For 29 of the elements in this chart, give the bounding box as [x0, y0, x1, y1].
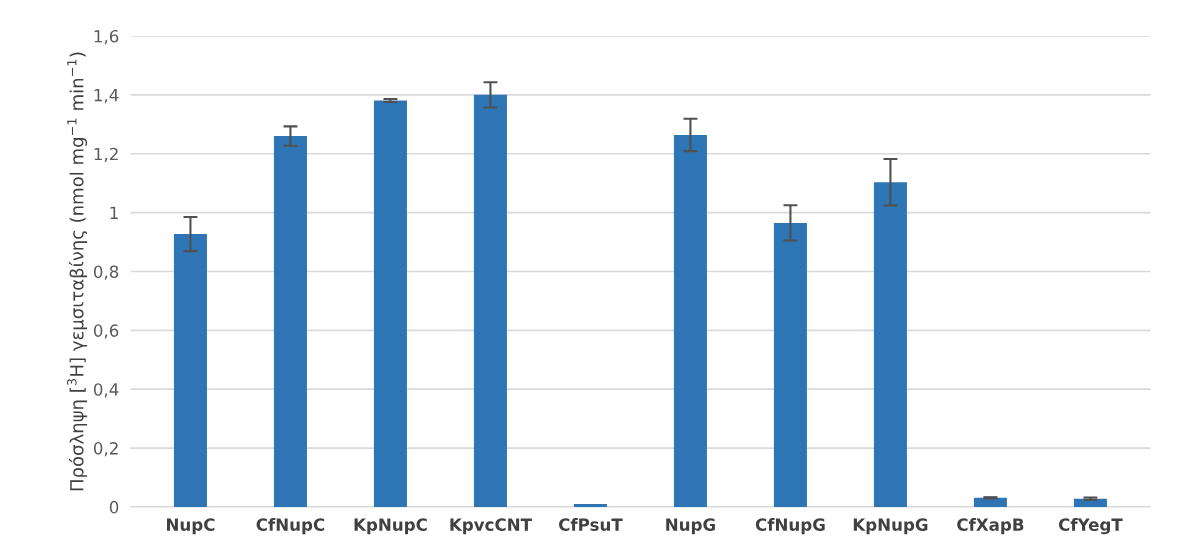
x-tick-label: CfPsuT [558, 518, 623, 531]
y-tick-label: 0,2 [93, 442, 118, 457]
y-tick-label: 0,4 [93, 383, 119, 398]
x-tick-label: CfXapB [957, 518, 1024, 535]
bar [673, 134, 707, 507]
x-tick-label: KpNupC [354, 518, 427, 535]
x-tick-label: KpNupG [853, 518, 928, 535]
y-axis-title: Πρόσληψη [$^{3}$H] γεμσιταβίνης (nmol mg$^{−1}$ min$^{−1}$) [67, 52, 88, 491]
y-tick-label: 1,2 [94, 147, 118, 162]
bar [573, 503, 607, 507]
bar [373, 100, 407, 507]
x-tick-label: CfNupG [755, 518, 825, 535]
bar [273, 136, 307, 507]
bar [173, 234, 207, 507]
bar [473, 94, 507, 507]
x-tick-label: NupG [666, 518, 715, 535]
bar [773, 222, 807, 507]
y-tick-label: 0 [109, 500, 119, 514]
x-tick-label: NupC [167, 518, 215, 535]
bar [973, 497, 1007, 507]
x-tick-label: CfYegT [1058, 518, 1123, 535]
bar [873, 182, 907, 507]
x-tick-label: CfNupC [256, 518, 325, 535]
x-tick-label: KpvcCNT [450, 518, 532, 535]
y-tick-label: 1,4 [94, 89, 119, 104]
y-tick-label: 1,6 [94, 29, 119, 45]
y-tick-label: 0,8 [93, 265, 119, 280]
y-tick-label: 1 [110, 206, 118, 219]
y-tick-label: 0,6 [93, 324, 119, 339]
